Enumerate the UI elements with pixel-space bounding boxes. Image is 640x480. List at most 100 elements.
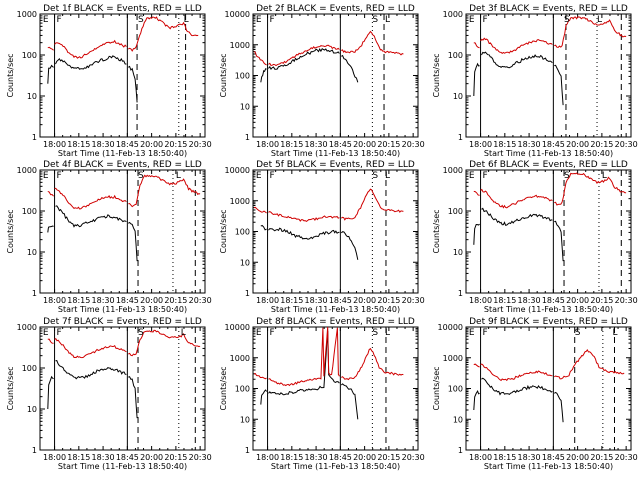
- flag-label: F: [270, 171, 275, 181]
- y-tick-label: 100: [235, 72, 250, 81]
- x-tick-label: 20:30: [615, 453, 638, 462]
- y-tick-label: 1000: [443, 354, 463, 363]
- y-tick-label: 10: [240, 415, 250, 424]
- panel-5: Det 5f BLACK = Events, RED = LLD 1 10 100 10…: [219, 160, 425, 314]
- series-events-line: [128, 221, 138, 262]
- x-tick-label: 18:15: [280, 296, 303, 305]
- y-tick-label: 1: [245, 289, 250, 298]
- x-tick-label: 18:45: [542, 296, 565, 305]
- y-tick-label: 1000: [230, 354, 250, 363]
- flag-label: S: [138, 328, 144, 338]
- series-events-line: [47, 375, 54, 410]
- y-tick-label: 10: [453, 415, 463, 424]
- series-lld-line: [128, 16, 199, 52]
- y-tick-label: 100: [448, 207, 463, 216]
- flag-label: F: [57, 328, 62, 338]
- x-tick-label: 20:30: [189, 296, 212, 305]
- flag-label: L: [176, 171, 181, 181]
- plot-frame: [465, 13, 632, 138]
- flag-label: F: [57, 15, 62, 25]
- x-tick-label: 20:00: [140, 296, 163, 305]
- flag-label: E: [256, 328, 262, 338]
- y-axis-label: Counts/sec: [219, 366, 228, 410]
- series-lld-line: [54, 187, 127, 210]
- flag-label: S: [564, 171, 570, 181]
- plot-area: [47, 14, 199, 137]
- flag-label: E: [43, 328, 49, 338]
- y-tick-label: 1: [458, 289, 463, 298]
- plot-frame: [39, 326, 206, 451]
- y-axis-label: Counts/sec: [219, 53, 228, 97]
- x-tick-label: 18:30: [92, 296, 115, 305]
- y-tick-label: 10: [453, 92, 463, 101]
- flag-label: E: [469, 15, 475, 25]
- series-lld-line: [253, 206, 267, 214]
- x-tick-label: 18:15: [493, 453, 516, 462]
- series-events-line: [554, 220, 564, 262]
- y-tick-label: 10000: [225, 166, 250, 175]
- y-tick-label: 10000: [438, 323, 463, 332]
- series-events-line: [340, 231, 359, 260]
- x-axis-label: Start Time (11-Feb-13 18:50:40): [271, 462, 400, 471]
- panel-title: Det 3f BLACK = Events, RED = LLD: [469, 4, 628, 14]
- series-lld-line: [341, 347, 404, 381]
- series-events-line: [260, 389, 268, 405]
- panel-9: Det 9f BLACK = Events, RED = LLD 1 10 100 10…: [432, 317, 638, 471]
- x-tick-label: 18:30: [518, 140, 541, 149]
- flag-label: F: [483, 171, 488, 181]
- x-tick-label: 20:30: [402, 296, 425, 305]
- series-lld-line: [253, 373, 267, 380]
- flag-label: L: [184, 15, 189, 25]
- flag-label: E: [43, 15, 49, 25]
- x-tick-label: 18:30: [518, 296, 541, 305]
- x-axis-label: Start Time (11-Feb-13 18:50:40): [271, 149, 400, 158]
- series-events-line: [340, 383, 359, 420]
- y-tick-label: 100: [22, 364, 37, 373]
- x-tick-label: 18:45: [116, 140, 139, 149]
- y-tick-label: 1000: [443, 10, 463, 19]
- x-tick-label: 18:15: [67, 296, 90, 305]
- y-axis-label: Counts/sec: [432, 366, 441, 410]
- x-tick-label: 20:15: [377, 453, 400, 462]
- series-events-line: [473, 62, 480, 97]
- plot-area: [473, 170, 627, 293]
- plot-area: [253, 170, 404, 293]
- panel-1: Det 1f BLACK = Events, RED = LLD 1 10 100 10…: [6, 4, 212, 158]
- flag-label: L: [385, 171, 390, 181]
- flag-label: E: [256, 171, 262, 181]
- series-lld-line: [54, 39, 127, 59]
- flag-label: E: [469, 328, 475, 338]
- plot-area: [47, 327, 201, 450]
- y-tick-label: 1: [245, 133, 250, 142]
- series-lld-line: [554, 16, 627, 48]
- y-tick-label: 1000: [17, 166, 37, 175]
- series-lld-line: [480, 188, 553, 209]
- x-axis-label: Start Time (11-Feb-13 18:50:40): [484, 462, 613, 471]
- x-tick-label: 18:00: [469, 453, 492, 462]
- x-tick-label: 20:30: [402, 453, 425, 462]
- series-events-line: [260, 224, 267, 231]
- series-lld-line: [268, 327, 340, 387]
- plot-frame: [252, 13, 419, 138]
- x-tick-label: 18:45: [116, 296, 139, 305]
- series-lld-line: [480, 363, 553, 382]
- series-events-line: [268, 227, 340, 240]
- y-tick-label: 1000: [17, 10, 37, 19]
- series-events-line: [481, 377, 553, 396]
- series-events-line: [260, 68, 267, 83]
- x-axis-label: Start Time (11-Feb-13 18:50:40): [271, 305, 400, 314]
- y-tick-label: 10000: [225, 10, 250, 19]
- y-tick-label: 1: [32, 133, 37, 142]
- x-tick-label: 20:30: [615, 140, 638, 149]
- x-tick-label: 18:15: [280, 453, 303, 462]
- series-lld-line: [54, 338, 127, 359]
- x-tick-label: 20:15: [164, 453, 187, 462]
- x-tick-label: 18:45: [329, 453, 352, 462]
- x-tick-label: 18:30: [92, 140, 115, 149]
- plot-area: [47, 170, 201, 293]
- y-tick-label: 1: [245, 446, 250, 455]
- x-tick-label: 20:30: [402, 140, 425, 149]
- x-tick-label: 20:30: [189, 140, 212, 149]
- x-tick-label: 20:15: [590, 296, 613, 305]
